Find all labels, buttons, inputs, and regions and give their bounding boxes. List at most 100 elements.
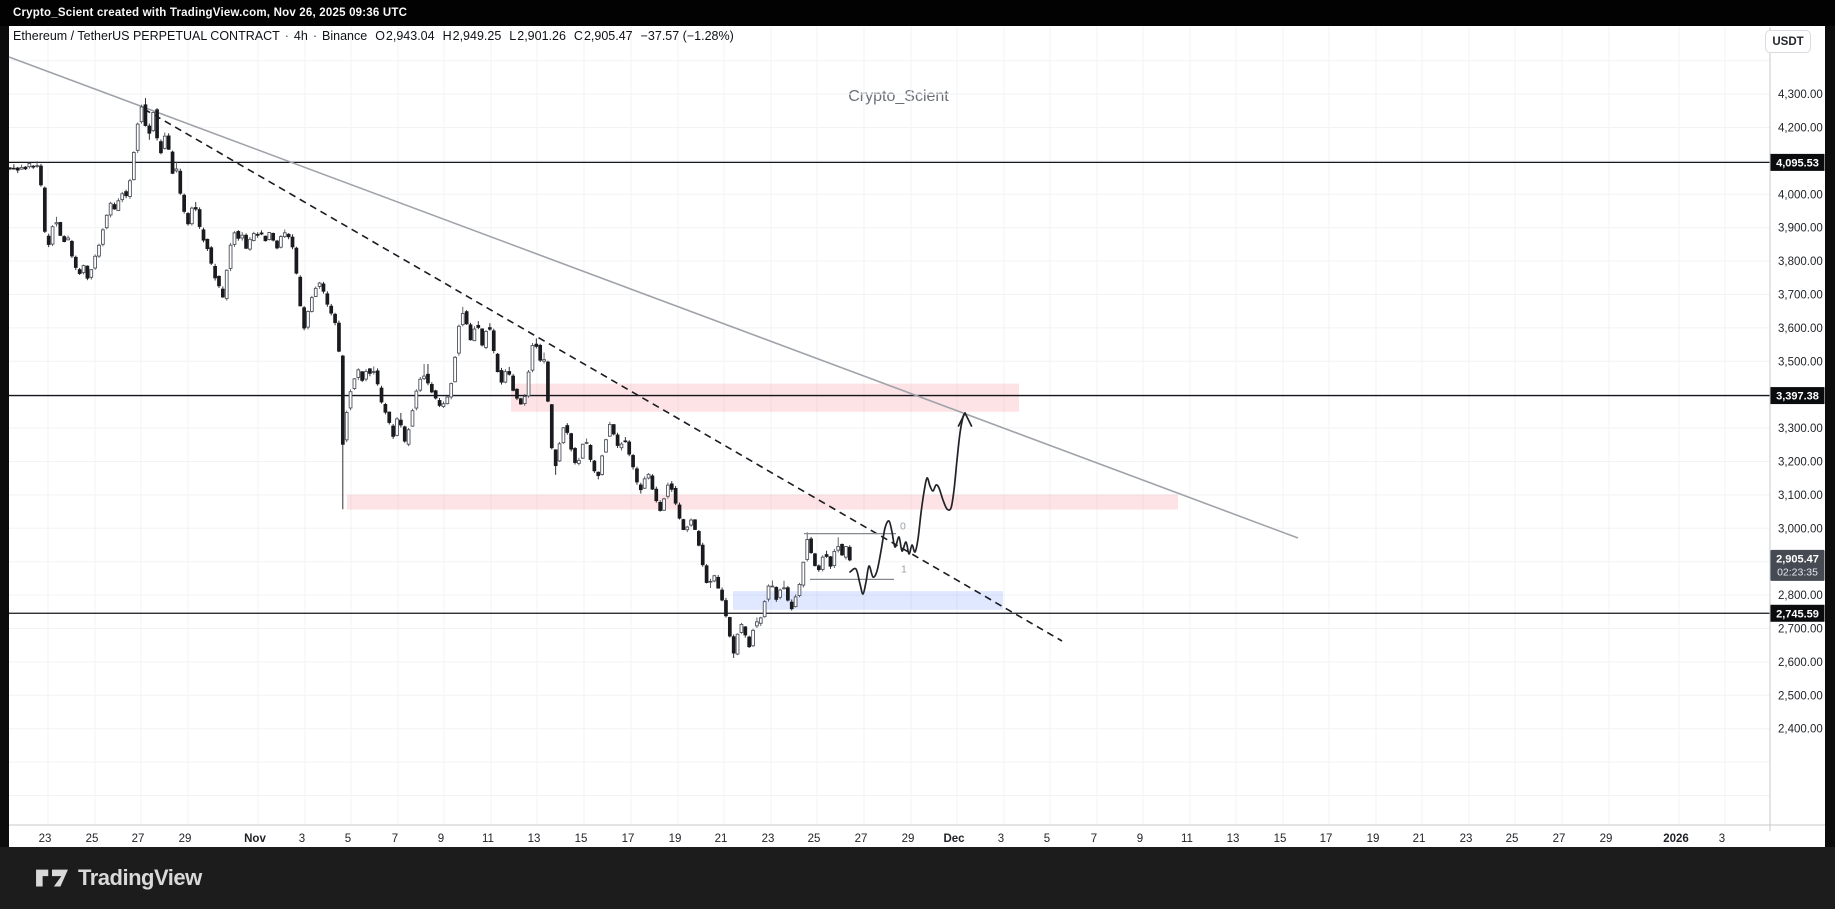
candle [414,390,419,409]
time-tick-label: 15 [575,833,588,845]
time-tick-label: 3 [299,833,305,845]
candle [66,237,70,241]
candle [259,232,264,235]
current-price-badge [1770,549,1825,581]
candle [832,551,837,567]
separator-dot: · [284,29,289,43]
price-tick-label: 2,600.00 [1778,657,1823,669]
projection-arrowhead [957,412,973,427]
candle [561,427,566,444]
price-tick-label: 2,800.00 [1778,590,1823,602]
candle [592,460,597,472]
candle [383,404,388,413]
candle [39,165,43,186]
candle [329,305,334,314]
candle [275,240,279,249]
candle [608,423,612,437]
zone-supply-lower[interactable] [347,494,1178,510]
candle [193,207,198,210]
currency-toggle-button[interactable]: USDT [1765,30,1811,53]
candle [263,235,268,242]
candle [565,425,570,433]
time-tick-label: 9 [1137,833,1143,845]
candle [15,167,20,171]
candle [650,475,655,490]
candle [147,125,152,134]
candle [19,167,24,170]
candle [217,275,221,287]
candle [743,626,748,636]
candle [522,396,527,405]
candle [488,327,492,330]
candle [457,325,461,354]
time-tick-label: 2026 [1663,833,1689,845]
zone-supply-upper[interactable] [511,383,1019,412]
candle [360,371,365,381]
ohlc-close: C2,905.47 [573,29,633,43]
candle [77,269,82,274]
candle [244,234,248,249]
footer-bar: TradingView [0,847,1835,909]
candle [816,565,821,571]
candle [294,247,299,274]
candle [735,633,740,655]
candle [391,425,395,437]
candle [395,418,399,436]
candle [727,617,732,637]
candle [828,556,833,567]
candle [813,553,817,566]
candle [840,543,844,556]
time-tick-label: 21 [1413,833,1426,845]
price-tick-label: 2,400.00 [1778,724,1823,736]
candle [402,426,407,442]
candle [120,193,125,201]
time-tick-label: 27 [1553,833,1566,845]
candle [580,443,585,459]
candle [716,577,721,589]
time-tick-label: 13 [1227,833,1240,845]
candle [50,226,55,245]
candle [46,235,51,245]
time-tick-label: Nov [244,833,266,845]
candle [162,135,167,149]
candle [12,167,16,170]
candle [364,371,368,380]
candle [569,433,573,450]
candle [81,265,86,274]
trendline-descending-resistance-solid[interactable] [8,56,1299,539]
exchange-label: Binance [322,29,368,43]
price-tick-label: 2,500.00 [1778,690,1823,702]
candle [704,565,709,583]
tradingview-logo[interactable]: TradingView [33,863,202,893]
price-tick-label: 3,300.00 [1778,423,1823,435]
candle [70,240,74,257]
trendline-descending-resistance-dashed[interactable] [143,108,1063,642]
price-tick-label: 2,700.00 [1778,624,1823,636]
tradingview-logo-icon [36,869,68,887]
candle [310,297,314,312]
candle [433,390,438,399]
candle [662,498,666,511]
candle [348,391,353,409]
candle [399,419,403,426]
zone-demand-blue[interactable] [733,591,1003,610]
candle [468,324,473,341]
symbol-name[interactable]: Ethereum / TetherUS PERPETUAL CONTRACT [13,29,280,43]
candle [700,544,705,566]
candle [847,546,852,561]
candle [464,311,469,325]
candle [534,343,539,347]
candle [170,151,175,174]
interval-label[interactable]: 4h [293,29,308,43]
candle [344,411,349,441]
candle [333,313,337,323]
price-tick-label: 3,100.00 [1778,490,1823,502]
price-tick-label: 3,600.00 [1778,323,1823,335]
candle [201,229,206,241]
projection-arrow-path[interactable] [849,412,966,595]
candle [190,207,194,225]
candle [635,468,639,483]
candle [31,165,36,168]
current-price-text: 2,905.47 [1776,553,1819,565]
